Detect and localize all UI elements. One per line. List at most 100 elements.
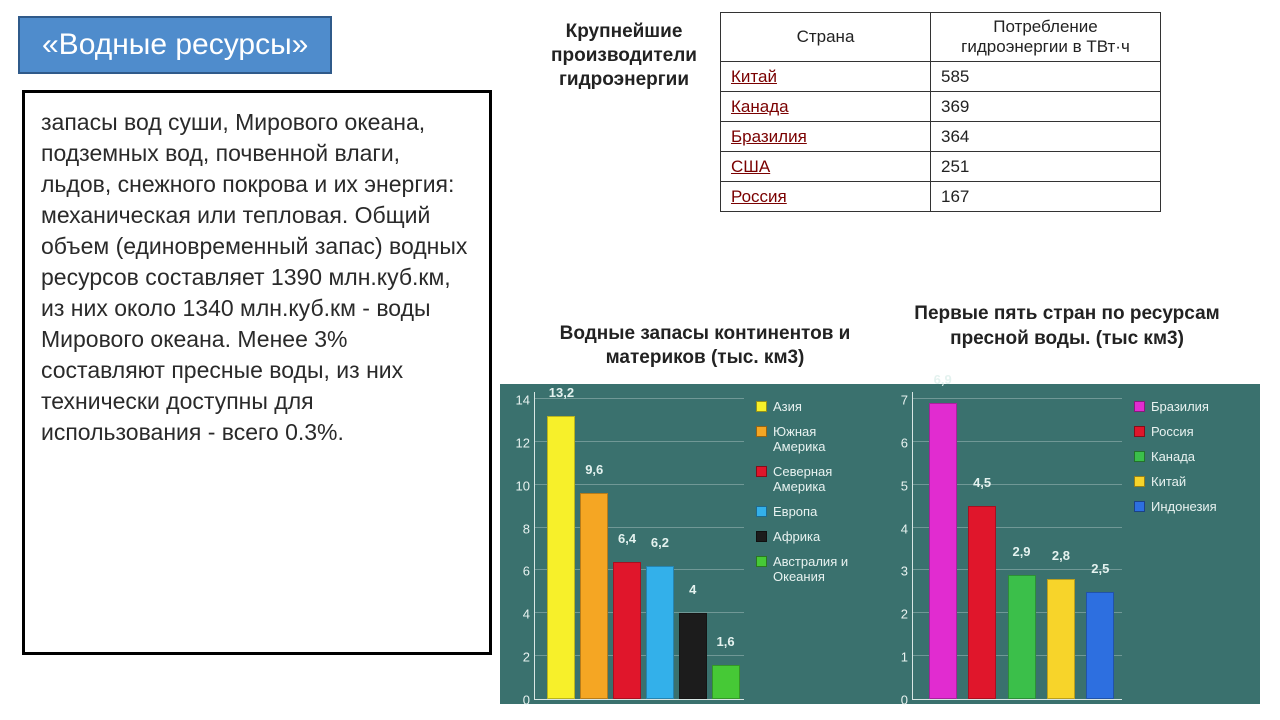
legend-item: Южная Америка bbox=[756, 425, 866, 455]
bar-value-label: 1,6 bbox=[717, 634, 735, 649]
page-title: «Водные ресурсы» bbox=[42, 28, 308, 61]
legend-label: Китай bbox=[1151, 475, 1186, 490]
hydro-producers-table: Страна Потребление гидроэнергии в ТВт·ч … bbox=[720, 12, 1161, 212]
table-col-consumption: Потребление гидроэнергии в ТВт·ч bbox=[931, 13, 1161, 62]
legend-swatch bbox=[756, 426, 767, 437]
y-tick-label: 4 bbox=[523, 607, 530, 622]
table-row: Россия167 bbox=[721, 182, 1161, 212]
legend-item: Азия bbox=[756, 400, 866, 415]
y-tick-label: 0 bbox=[901, 693, 908, 708]
bar-value-label: 9,6 bbox=[585, 462, 603, 477]
y-tick-label: 5 bbox=[901, 478, 908, 493]
legend-swatch bbox=[1134, 476, 1145, 487]
bar-value-label: 6,9 bbox=[934, 372, 952, 387]
legend-item: Австралия и Океания bbox=[756, 555, 866, 585]
table-cell-value: 364 bbox=[931, 122, 1161, 152]
chart-countries: 012345676,94,52,92,82,5БразилияРоссияКан… bbox=[884, 392, 1242, 700]
bar: 6,9 bbox=[925, 388, 960, 699]
legend-label: Индонезия bbox=[1151, 500, 1217, 515]
legend-swatch bbox=[1134, 451, 1145, 462]
legend-label: Африка bbox=[773, 530, 820, 545]
bar: 6,2 bbox=[645, 551, 674, 699]
table-header-row: Страна Потребление гидроэнергии в ТВт·ч bbox=[721, 13, 1161, 62]
legend-label: Северная Америка bbox=[773, 465, 866, 495]
table-row: Бразилия364 bbox=[721, 122, 1161, 152]
table-cell-country: Россия bbox=[721, 182, 931, 212]
legend-swatch bbox=[756, 556, 767, 567]
legend-item: Россия bbox=[1134, 425, 1234, 440]
bar-value-label: 2,5 bbox=[1091, 561, 1109, 576]
legend-label: Россия bbox=[1151, 425, 1194, 440]
bar-value-label: 4,5 bbox=[973, 475, 991, 490]
table-col-country: Страна bbox=[721, 13, 931, 62]
legend-label: Австралия и Океания bbox=[773, 555, 866, 585]
bar: 2,5 bbox=[1083, 577, 1118, 699]
page-title-badge: «Водные ресурсы» bbox=[18, 16, 332, 74]
legend-label: Южная Америка bbox=[773, 425, 866, 455]
table-cell-country: Бразилия bbox=[721, 122, 931, 152]
bar-value-label: 6,4 bbox=[618, 531, 636, 546]
bar: 6,4 bbox=[613, 547, 642, 699]
y-tick-label: 6 bbox=[901, 435, 908, 450]
legend-item: Африка bbox=[756, 530, 866, 545]
bar-value-label: 6,2 bbox=[651, 535, 669, 550]
legend-swatch bbox=[756, 401, 767, 412]
table-caption: Крупнейшие производители гидроэнергии bbox=[536, 20, 712, 91]
table-cell-value: 585 bbox=[931, 62, 1161, 92]
bar: 13,2 bbox=[547, 401, 576, 699]
y-tick-label: 3 bbox=[901, 564, 908, 579]
legend-swatch bbox=[756, 506, 767, 517]
body-text-box: запасы вод суши, Мирового океана, подзем… bbox=[22, 90, 492, 655]
chart-continents: 0246810121413,29,66,46,241,6АзияЮжная Ам… bbox=[506, 392, 874, 700]
table-row: Канада369 bbox=[721, 92, 1161, 122]
legend-item: Бразилия bbox=[1134, 400, 1234, 415]
bar-value-label: 13,2 bbox=[549, 385, 574, 400]
legend-label: Азия bbox=[773, 400, 802, 415]
table-cell-country: Канада bbox=[721, 92, 931, 122]
legend-swatch bbox=[756, 531, 767, 542]
y-tick-label: 7 bbox=[901, 393, 908, 408]
bar: 2,9 bbox=[1004, 560, 1039, 699]
y-tick-label: 1 bbox=[901, 650, 908, 665]
table-cell-country: Китай bbox=[721, 62, 931, 92]
chart1-title: Водные запасы континентов и материков (т… bbox=[540, 322, 870, 370]
y-tick-label: 6 bbox=[523, 564, 530, 579]
bar: 4 bbox=[678, 598, 707, 699]
y-tick-label: 0 bbox=[523, 693, 530, 708]
legend-label: Бразилия bbox=[1151, 400, 1209, 415]
table-row: Китай585 bbox=[721, 62, 1161, 92]
table-cell-value: 167 bbox=[931, 182, 1161, 212]
bar: 4,5 bbox=[964, 491, 999, 699]
legend-swatch bbox=[1134, 501, 1145, 512]
legend-swatch bbox=[1134, 426, 1145, 437]
chart-legend: Азия Южная Америка Северная Америка Европа А… bbox=[744, 392, 874, 700]
y-tick-label: 8 bbox=[523, 521, 530, 536]
table-cell-value: 251 bbox=[931, 152, 1161, 182]
chart-legend: Бразилия Россия Канада Китай Индонезия bbox=[1122, 392, 1242, 700]
charts-panel: 0246810121413,29,66,46,241,6АзияЮжная Ам… bbox=[500, 384, 1260, 704]
y-tick-label: 14 bbox=[516, 393, 530, 408]
legend-item: Канада bbox=[1134, 450, 1234, 465]
table-cell-country: США bbox=[721, 152, 931, 182]
body-text: запасы вод суши, Мирового океана, подзем… bbox=[41, 109, 467, 445]
y-tick-label: 2 bbox=[901, 607, 908, 622]
legend-swatch bbox=[756, 466, 767, 477]
table-row: США251 bbox=[721, 152, 1161, 182]
bar-value-label: 2,8 bbox=[1052, 548, 1070, 563]
bar-value-label: 2,9 bbox=[1012, 544, 1030, 559]
legend-label: Европа bbox=[773, 505, 817, 520]
y-tick-label: 10 bbox=[516, 478, 530, 493]
table-cell-value: 369 bbox=[931, 92, 1161, 122]
bar: 1,6 bbox=[711, 650, 740, 699]
y-tick-label: 4 bbox=[901, 521, 908, 536]
legend-item: Индонезия bbox=[1134, 500, 1234, 515]
chart2-title: Первые пять стран по ресурсам пресной во… bbox=[892, 302, 1242, 351]
legend-item: Европа bbox=[756, 505, 866, 520]
bar-value-label: 4 bbox=[689, 582, 696, 597]
bar: 2,8 bbox=[1043, 564, 1078, 699]
y-tick-label: 2 bbox=[523, 650, 530, 665]
legend-swatch bbox=[1134, 401, 1145, 412]
legend-item: Северная Америка bbox=[756, 465, 866, 495]
y-tick-label: 12 bbox=[516, 435, 530, 450]
bar: 9,6 bbox=[580, 478, 609, 699]
